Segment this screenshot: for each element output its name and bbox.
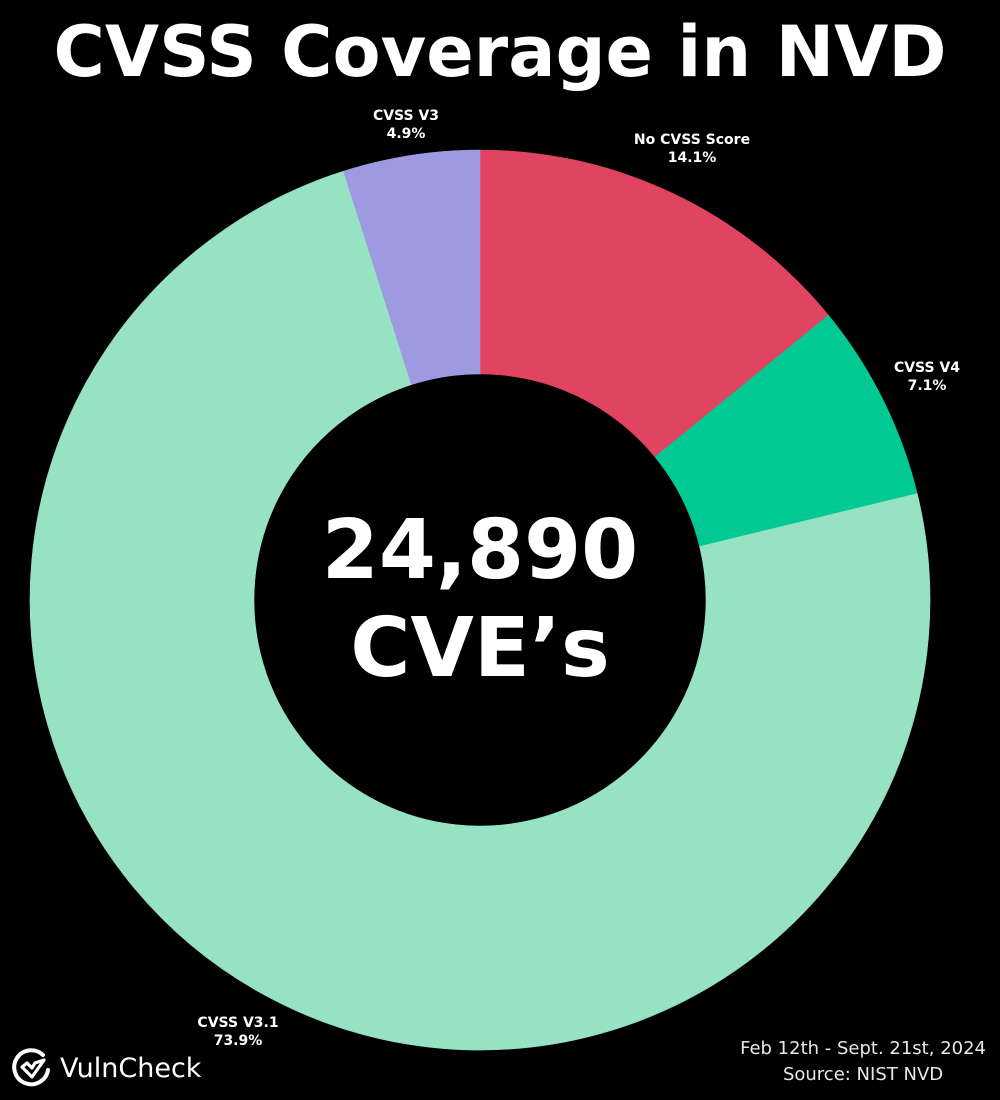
label-no-cvss-score: No CVSS Score 14.1% xyxy=(634,131,750,167)
date-range: Feb 12th - Sept. 21st, 2024 xyxy=(740,1038,986,1059)
label-cvss-v3: CVSS V3 4.9% xyxy=(373,107,439,143)
data-source: Source: NIST NVD xyxy=(782,1064,944,1085)
label-pct: 7.1% xyxy=(907,378,947,394)
label-pct: 73.9% xyxy=(213,1033,263,1049)
brand-name: VulnCheck xyxy=(60,1052,202,1084)
check-shield-icon xyxy=(12,1048,50,1087)
donut-center-total: 24,890 CVE’s xyxy=(322,502,638,698)
donut-segments xyxy=(29,149,931,1051)
label-name: CVSS V4 xyxy=(893,360,961,376)
label-name: No CVSS Score xyxy=(633,132,751,148)
label-pct: 4.9% xyxy=(386,126,426,142)
brand-logo: VulnCheck xyxy=(10,1046,201,1090)
label-cvss-v3-1: CVSS V3.1 73.9% xyxy=(197,1014,278,1050)
label-pct: 14.1% xyxy=(667,150,717,166)
footnote: Feb 12th - Sept. 21st, 2024 Source: NIST… xyxy=(740,1036,986,1088)
donut-segment-no-cvss-score xyxy=(479,149,829,458)
total-count: 24,890 xyxy=(321,503,639,598)
label-cvss-v4: CVSS V4 7.1% xyxy=(894,359,960,395)
label-name: CVSS V3 xyxy=(372,108,440,124)
donut-segment-cvss-v3 xyxy=(343,149,481,386)
chart-title: CVSS Coverage in NVD xyxy=(53,11,947,93)
total-unit: CVE’s xyxy=(350,601,610,696)
label-name: CVSS V3.1 xyxy=(197,1015,279,1031)
donut-segment-cvss-v3-1 xyxy=(29,170,931,1051)
